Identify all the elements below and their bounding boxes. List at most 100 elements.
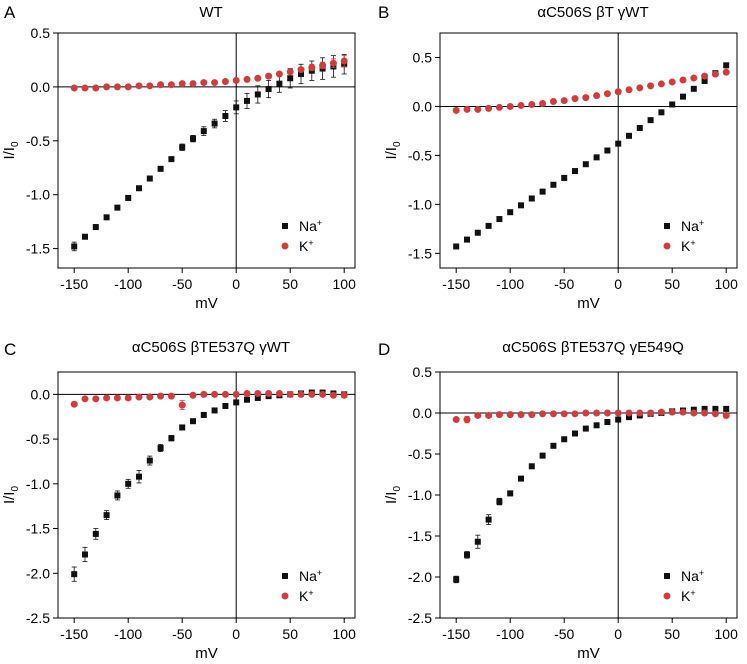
- y-tick-label: -1.0: [408, 487, 432, 503]
- data-point-circle: [711, 410, 719, 418]
- legend: Na+K+: [663, 218, 704, 254]
- plot-area: -150 -100 -50 0 50 100 0.0 -0.5 -1.0 -1.5 -2.0 -2.5…: [1, 371, 356, 662]
- data-point-circle: [157, 81, 165, 89]
- data-point-circle: [221, 390, 229, 398]
- data-point-square: [507, 490, 514, 497]
- data-point-circle: [668, 408, 676, 416]
- x-tick-label: -50: [554, 626, 574, 642]
- data-point-circle: [265, 389, 273, 397]
- x-tick-label: 50: [664, 626, 680, 642]
- data-point-square: [71, 243, 78, 250]
- data-point-square: [125, 480, 132, 487]
- data-point-circle: [474, 105, 482, 113]
- x-tick-label: 0: [232, 276, 240, 292]
- data-point-circle: [463, 105, 471, 113]
- data-point-square: [453, 243, 460, 250]
- data-point-circle: [81, 395, 89, 403]
- data-point-circle: [571, 95, 579, 103]
- y-tick-label: 0.0: [413, 98, 433, 114]
- data-point-square: [200, 128, 207, 135]
- y-tick-label: -1.5: [408, 245, 432, 261]
- y-axis-label-main: I/I: [383, 492, 400, 505]
- data-point-circle: [319, 61, 327, 69]
- legend-marker-circle: [663, 242, 671, 250]
- data-point-square: [539, 452, 546, 459]
- data-point-square: [82, 551, 88, 558]
- data-point-square: [103, 214, 110, 221]
- data-point-square: [157, 445, 164, 452]
- data-point-circle: [189, 80, 197, 88]
- data-point-circle: [297, 390, 305, 398]
- data-point-circle: [135, 82, 143, 90]
- data-point-circle: [308, 390, 316, 398]
- legend-label: Na+: [681, 568, 704, 584]
- data-point-square: [550, 442, 557, 449]
- data-point-circle: [571, 410, 579, 418]
- data-point-circle: [232, 390, 240, 398]
- y-axis-label: I/I0: [383, 486, 403, 505]
- data-point-circle: [722, 68, 730, 76]
- legend-label: K+: [681, 588, 696, 604]
- data-point-circle: [308, 63, 316, 71]
- data-point-circle: [124, 83, 132, 91]
- panel-letter: C: [4, 340, 16, 359]
- series-k: [70, 55, 348, 92]
- plot-area: -150 -100 -50 0 50 100 0.5 0.0 -0.5 -1.0 -1.5 mV I/I…: [383, 32, 738, 312]
- data-point-circle: [70, 84, 78, 92]
- series-na: [453, 405, 730, 584]
- data-point-circle: [657, 408, 665, 416]
- data-point-square: [146, 175, 153, 182]
- data-point-square: [211, 407, 218, 414]
- data-point-square: [647, 117, 654, 124]
- data-point-circle: [200, 390, 208, 398]
- data-point-circle: [452, 416, 460, 424]
- data-point-circle: [722, 411, 730, 419]
- legend-label-superscript: +: [308, 588, 313, 598]
- data-point-square: [168, 435, 175, 442]
- data-point-circle: [668, 78, 676, 86]
- data-point-circle: [582, 409, 590, 417]
- y-tick-label: -0.5: [408, 147, 432, 163]
- y-tick-label: -1.0: [26, 476, 50, 492]
- series-k: [452, 408, 730, 424]
- y-tick-label: -0.5: [26, 431, 50, 447]
- data-point-square: [157, 165, 164, 172]
- data-point-circle: [647, 82, 655, 90]
- x-tick-label: -150: [60, 276, 88, 292]
- data-point-square: [71, 571, 78, 578]
- data-point-circle: [92, 395, 100, 403]
- data-point-circle: [113, 83, 121, 91]
- data-point-square: [496, 498, 503, 505]
- data-point-square: [528, 463, 535, 470]
- x-tick-label: -150: [442, 276, 470, 292]
- legend-label: Na+: [299, 568, 322, 584]
- data-point-square: [518, 475, 524, 482]
- data-point-circle: [690, 74, 698, 82]
- y-tick-label: -1.5: [408, 528, 432, 544]
- data-point-square: [701, 405, 708, 412]
- y-axis-label-subscript: 0: [392, 141, 403, 147]
- data-point-circle: [625, 86, 633, 94]
- data-point-circle: [340, 391, 348, 399]
- panel-title: WT: [199, 4, 222, 21]
- data-point-circle: [614, 409, 622, 417]
- x-tick-label: 50: [664, 276, 680, 292]
- data-point-square: [179, 144, 186, 151]
- data-point-circle: [92, 84, 100, 92]
- legend-label-superscript: +: [317, 568, 322, 578]
- data-point-circle: [593, 92, 601, 100]
- data-point-circle: [539, 410, 547, 418]
- legend-marker-square: [664, 573, 670, 579]
- data-point-circle: [124, 394, 132, 402]
- data-point-circle: [603, 90, 611, 98]
- data-point-square: [593, 422, 600, 429]
- data-point-square: [712, 405, 719, 412]
- data-point-circle: [319, 390, 327, 398]
- data-point-square: [723, 62, 730, 69]
- data-point-circle: [603, 409, 611, 417]
- legend-marker-square: [664, 223, 670, 229]
- data-point-circle: [297, 66, 305, 74]
- x-tick-label: 100: [715, 626, 739, 642]
- data-point-circle: [254, 389, 262, 397]
- data-point-circle: [329, 59, 337, 67]
